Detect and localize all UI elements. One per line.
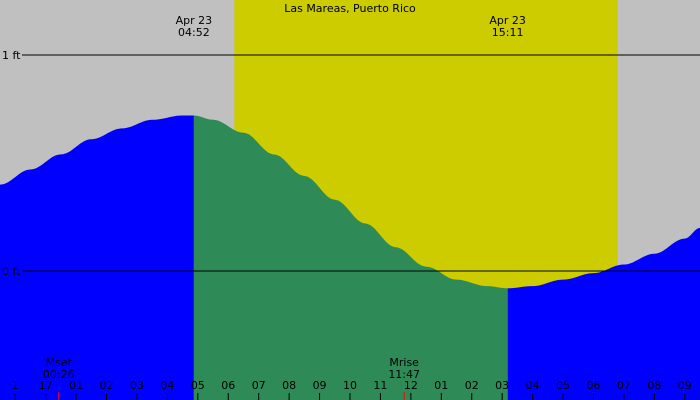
moon-event-time-0: 00:26 xyxy=(43,368,75,381)
reference-label-1: 0 ft xyxy=(2,265,21,278)
tide-area-falling xyxy=(193,115,508,400)
x-tick-label: 01 xyxy=(69,379,83,392)
x-tick-label: 07 xyxy=(252,379,266,392)
x-tick-label: 08 xyxy=(282,379,296,392)
moon-event-label-0: Mset xyxy=(46,356,73,369)
x-tick-label: 03 xyxy=(130,379,144,392)
x-axis-ticks: 1 17 01 02 03 04 05 06 07 08 09 10 11 12 01 02 03 04 05 06 0… xyxy=(12,379,692,400)
x-tick-label: 09 xyxy=(313,379,327,392)
reference-label-0: 1 ft xyxy=(2,49,21,62)
x-tick-label: 1 xyxy=(12,379,19,392)
x-tick-label: 10 xyxy=(343,379,357,392)
x-tick-label: 06 xyxy=(586,379,600,392)
tide-area-rising-early xyxy=(0,115,194,400)
moon-event-label-1: Mrise xyxy=(389,356,419,369)
x-tick-label: 02 xyxy=(100,379,114,392)
x-tick-label: 06 xyxy=(221,379,235,392)
chart-title: Las Mareas, Puerto Rico xyxy=(284,2,416,15)
x-tick-label: 04 xyxy=(526,379,540,392)
x-tick-label: 07 xyxy=(617,379,631,392)
x-tick-label: 03 xyxy=(495,379,509,392)
x-tick-label: 17 xyxy=(39,379,53,392)
x-tick-label: 11 xyxy=(373,379,387,392)
x-tick-label: 08 xyxy=(647,379,661,392)
tide-area-group xyxy=(0,115,700,400)
high-tide-date: Apr 23 xyxy=(176,14,213,27)
x-tick-label: 12 xyxy=(404,379,418,392)
x-tick-label: 04 xyxy=(160,379,174,392)
low-tide-time: 15:11 xyxy=(492,26,524,39)
x-tick-label: 09 xyxy=(678,379,692,392)
x-tick-label: 02 xyxy=(465,379,479,392)
reference-lines: 1 ft 0 ft xyxy=(2,49,700,278)
x-tick-label: 05 xyxy=(191,379,205,392)
x-tick-label: 05 xyxy=(556,379,570,392)
moon-event-time-1: 11:47 xyxy=(388,368,420,381)
high-tide-time: 04:52 xyxy=(178,26,210,39)
x-tick-label: 01 xyxy=(434,379,448,392)
low-tide-date: Apr 23 xyxy=(489,14,526,27)
